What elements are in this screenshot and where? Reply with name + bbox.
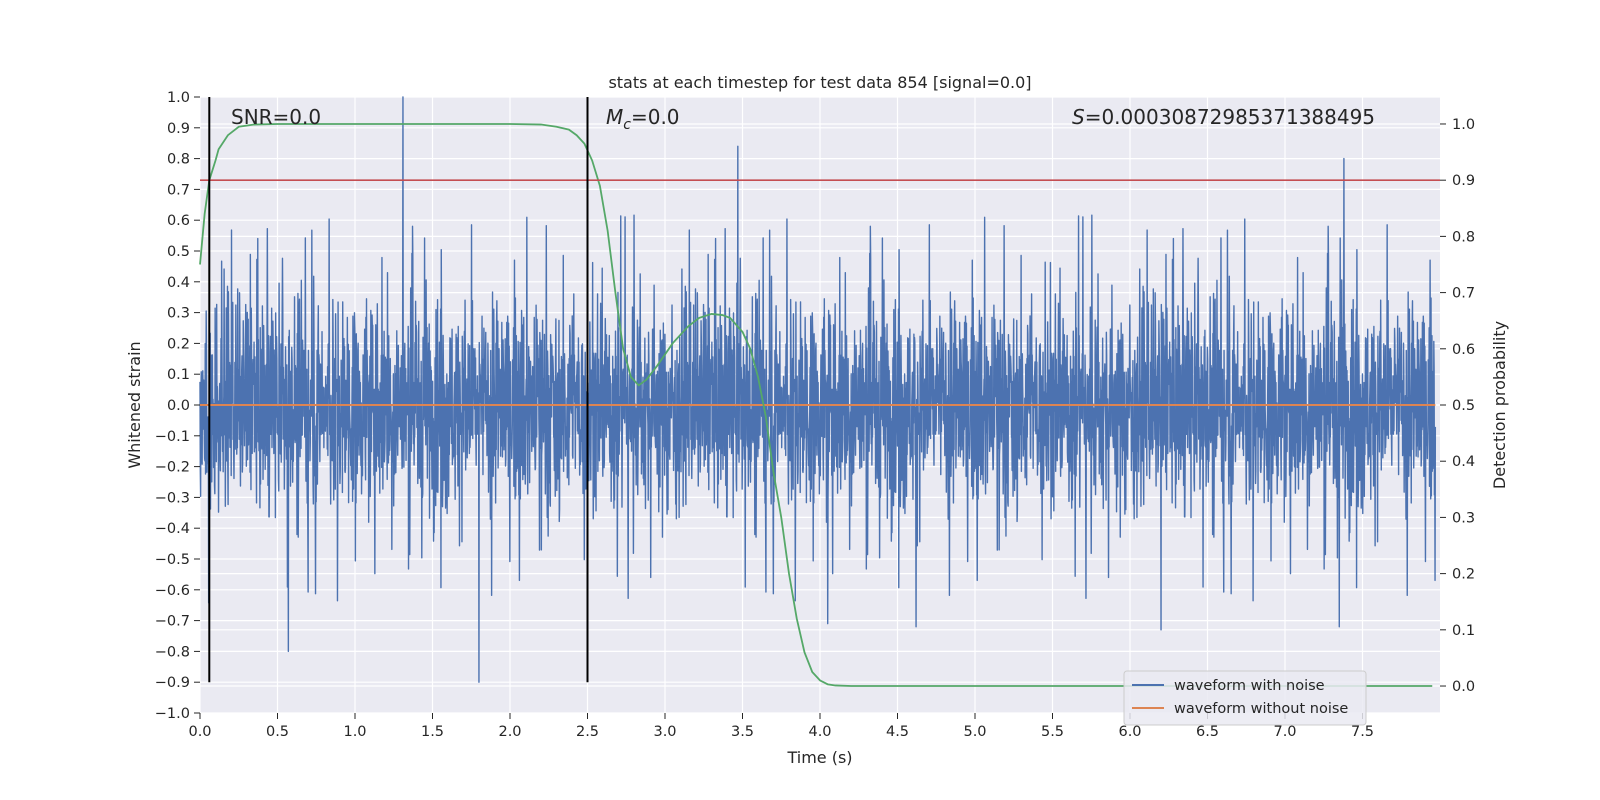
- mc-value: =0.0: [631, 105, 680, 129]
- y-tick-label: −0.5: [155, 552, 190, 568]
- x-tick-label: 6.0: [1118, 724, 1141, 740]
- y-axis-label: Whitened strain: [125, 341, 144, 468]
- y-tick-label: −0.7: [155, 614, 190, 630]
- noise-waveform: [199, 96, 1437, 683]
- y-tick-label: 0.1: [167, 367, 190, 383]
- y-tick-label: −0.8: [155, 644, 190, 660]
- chart-title: stats at each timestep for test data 854…: [608, 73, 1031, 92]
- y-tick-label: 0.4: [167, 275, 190, 291]
- y2-tick-label: 0.5: [1452, 398, 1475, 414]
- y2-tick-label: 0.0: [1452, 679, 1475, 695]
- snr-annotation: SNR=0.0: [231, 105, 321, 129]
- x-tick-label: 7.5: [1351, 724, 1374, 740]
- y-tick-label: −0.9: [155, 675, 190, 691]
- y2-tick-label: 0.2: [1452, 567, 1475, 583]
- y-tick-label: 0.6: [167, 213, 190, 229]
- x-tick-label: 4.5: [886, 724, 909, 740]
- y-tick-label: 0.3: [167, 306, 190, 322]
- y-tick-label: −0.3: [155, 490, 190, 506]
- y2-tick-label: 0.9: [1452, 173, 1475, 189]
- y-tick-label: −0.2: [155, 460, 190, 476]
- y2-tick-label: 1.0: [1452, 117, 1475, 133]
- x-tick-label: 5.0: [963, 724, 986, 740]
- x-tick-label: 0.5: [266, 724, 289, 740]
- x-tick-label: 6.5: [1196, 724, 1219, 740]
- legend-box: [1123, 670, 1367, 726]
- mc-subscript: c: [623, 117, 631, 133]
- y2-tick-label: 0.3: [1452, 510, 1475, 526]
- y-tick-label: 0.5: [167, 244, 190, 260]
- x-tick-label: 4.0: [808, 724, 831, 740]
- x-tick-label: 3.0: [653, 724, 676, 740]
- mc-annotation: Mc=0.0: [606, 105, 680, 133]
- x-tick-label: 3.5: [731, 724, 754, 740]
- y-tick-label: 0.0: [167, 398, 190, 414]
- x-tick-label: 2.5: [576, 724, 599, 740]
- y-tick-label: 0.2: [167, 336, 190, 352]
- x-tick-label: 5.5: [1041, 724, 1064, 740]
- s-symbol: S: [1072, 105, 1085, 129]
- y-tick-label: −0.4: [155, 521, 190, 537]
- y-tick-label: 0.9: [167, 121, 190, 137]
- y2-tick-label: 0.6: [1452, 342, 1475, 358]
- x-tick-label: 0.0: [188, 724, 211, 740]
- y2-axis-label: Detection probability: [1490, 321, 1509, 489]
- x-tick-label: 2.0: [498, 724, 521, 740]
- series-detection-probability: [199, 123, 1433, 687]
- x-tick-label: 1.0: [343, 724, 366, 740]
- y2-tick-label: 0.4: [1452, 454, 1475, 470]
- y-tick-label: −0.6: [155, 583, 190, 599]
- mc-symbol: M: [606, 105, 623, 129]
- x-tick-label: 7.0: [1273, 724, 1296, 740]
- legend-entry-clean: waveform without noise: [1174, 701, 1348, 717]
- line-layer: [199, 97, 1440, 687]
- y-tick-label: 0.7: [167, 182, 190, 198]
- y2-tick-label: 0.7: [1452, 286, 1475, 302]
- legend: waveform with noise waveform without noi…: [1123, 670, 1367, 726]
- legend-entry-noise: waveform with noise: [1174, 678, 1325, 694]
- x-axis-label: Time (s): [786, 748, 852, 767]
- y-tick-label: 0.8: [167, 152, 190, 168]
- y2-tick-label: 0.1: [1452, 623, 1475, 639]
- y-tick-label: −1.0: [155, 706, 190, 722]
- s-annotation: S=0.0003087298537138849​5: [1072, 105, 1375, 129]
- axes: 0.0 0.5 1.0 1.5 2.0 2.5 3.0 3.5 4.0 4.5 5.0 5.5 6.0 6…: [155, 90, 1475, 740]
- s-value: =0.0003087298537138849​5: [1085, 105, 1375, 129]
- y-tick-label: 1.0: [167, 90, 190, 106]
- y2-tick-label: 0.8: [1452, 229, 1475, 245]
- x-tick-label: 1.5: [421, 724, 444, 740]
- series-waveform-with-noise: [199, 96, 1437, 683]
- y-tick-label: −0.1: [155, 429, 190, 445]
